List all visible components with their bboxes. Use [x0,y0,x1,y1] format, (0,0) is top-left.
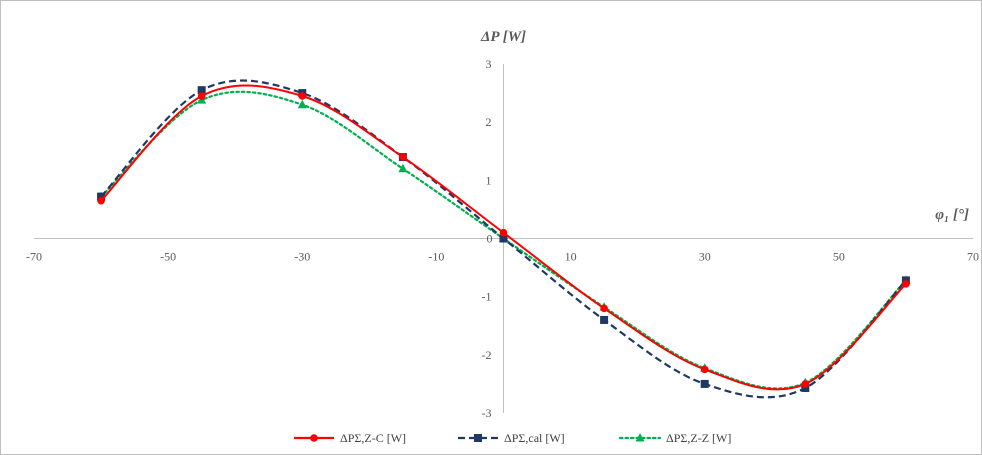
legend-entry: ΔPΣ,Z-C [W] [294,431,406,445]
data-point [499,234,508,243]
x-tick-label: -50 [160,250,176,264]
x-axis-title: φ₁ [°] [935,207,969,223]
x-tick-label: -30 [294,250,310,264]
data-point [700,365,709,374]
x-tick-label: 50 [833,250,845,264]
data-point [902,280,910,288]
data-point [197,92,206,100]
y-tick-label: 1 [486,173,492,187]
data-point [298,92,307,100]
x-tick-label: 70 [967,250,979,264]
y-axis-title: ΔP [W] [480,29,526,45]
data-point [398,163,408,173]
data-point [700,379,709,388]
data-point [499,228,508,237]
legend-entry: ΔPΣ,cal [W] [458,431,565,445]
x-tick-label: 10 [565,250,577,264]
y-tick-label: -3 [482,406,492,420]
y-tick-label: 2 [486,115,492,129]
legend-marker [310,434,318,442]
data-point [600,304,608,313]
data-point [97,196,105,205]
y-tick-label: -2 [482,348,492,362]
legend-label: ΔPΣ,Z-C [W] [340,431,406,445]
x-tick-label: -70 [26,250,42,264]
legend-marker [474,434,482,442]
data-point [197,86,206,95]
data-point [600,315,609,324]
legend-label: ΔPΣ,Z-Z [W] [666,431,731,445]
y-tick-label: 3 [486,57,492,71]
series-layer [96,79,911,399]
data-point [97,192,106,201]
legend-label: ΔPΣ,cal [W] [504,431,565,445]
series-1 [97,84,910,391]
legend-marker [635,433,645,442]
y-tick-label: -1 [482,290,492,304]
data-point [801,383,810,392]
data-point [399,153,407,161]
legend: ΔPΣ,Z-C [W] ΔPΣ,cal [W] ΔPΣ,Z-Z [W] [294,431,731,445]
x-tick-label: 30 [699,250,711,264]
origin-label: 0 [487,232,493,246]
data-point [297,99,307,109]
x-tick-label: -10 [428,250,444,264]
legend-entry: ΔPΣ,Z-Z [W] [618,431,731,445]
data-point [801,380,810,388]
